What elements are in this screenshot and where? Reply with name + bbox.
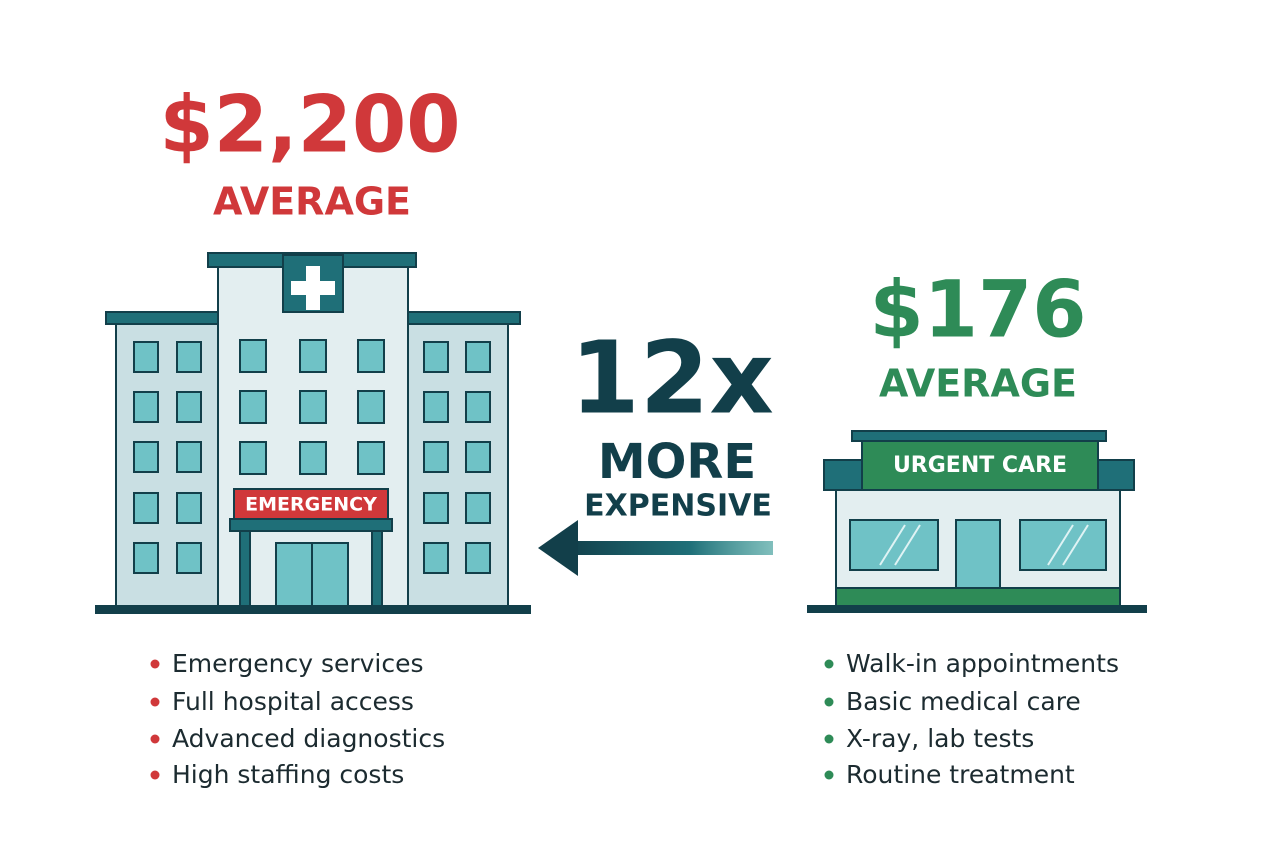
feature: Advanced diagnostics <box>172 724 445 753</box>
bullet <box>150 770 160 780</box>
multiplier-line2: EXPENSIVE <box>584 489 772 524</box>
feature: Walk-in appointments <box>846 649 1119 678</box>
uc-label: AVERAGE <box>879 362 1077 406</box>
bullet <box>150 734 160 744</box>
er-price: $2,200 <box>160 80 461 170</box>
uc-price: $176 <box>869 265 1086 355</box>
uc-sign: URGENT CARE <box>893 453 1067 478</box>
urgent-care-illustration <box>807 430 1147 613</box>
arrow <box>538 520 773 576</box>
feature: Emergency services <box>172 649 424 678</box>
multiplier-line1: MORE <box>598 434 756 490</box>
multiplier: 12x <box>570 319 774 436</box>
er-features: Emergency services Full hospital access … <box>150 649 445 789</box>
feature: Full hospital access <box>172 687 414 716</box>
feature: Basic medical care <box>846 687 1081 716</box>
er-label: AVERAGE <box>213 180 411 224</box>
er-sign: EMERGENCY <box>245 494 377 516</box>
hospital-illustration <box>95 252 531 614</box>
bullet <box>824 697 834 707</box>
bullet <box>150 697 160 707</box>
bullet <box>150 659 160 669</box>
bullet <box>824 734 834 744</box>
feature: High staffing costs <box>172 760 404 789</box>
feature: X-ray, lab tests <box>846 724 1034 753</box>
bullet <box>824 659 834 669</box>
feature: Routine treatment <box>846 760 1075 789</box>
bullet <box>824 770 834 780</box>
uc-features: Walk-in appointments Basic medical care … <box>824 649 1119 789</box>
